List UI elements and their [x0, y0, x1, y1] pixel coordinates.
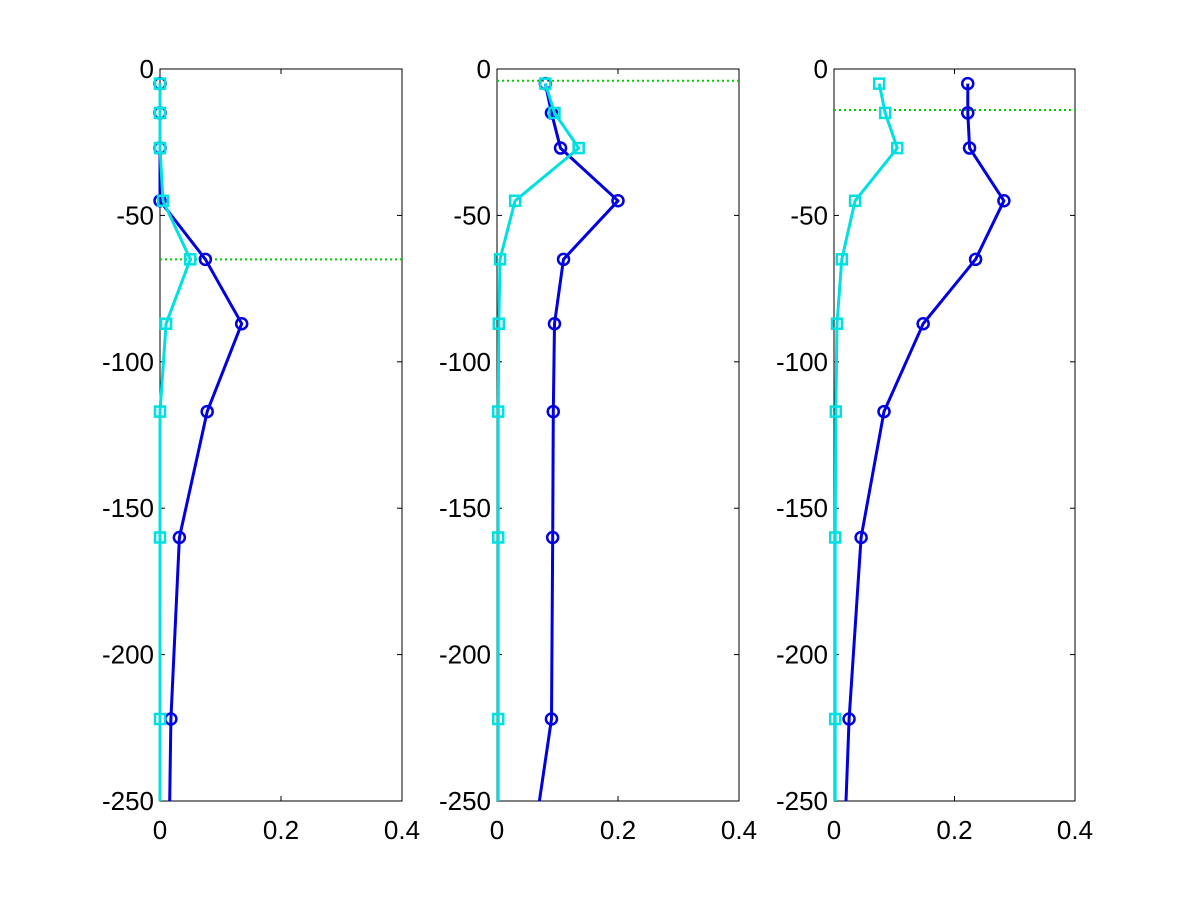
data-point: [545, 530, 560, 545]
y-tick-label: 0: [814, 54, 828, 84]
data-point: [159, 317, 173, 330]
data-point: [842, 712, 856, 726]
y-tick-label: -200: [776, 640, 828, 670]
y-tick-label: -50: [790, 200, 828, 230]
axes-box: [496, 68, 740, 802]
y-tick-label: -250: [776, 786, 828, 816]
data-point: [962, 141, 977, 155]
data-point: [916, 316, 930, 331]
data-point: [508, 194, 522, 208]
data-point: [153, 531, 167, 544]
data-point: [828, 712, 842, 726]
data-point: [546, 404, 561, 419]
data-point: [198, 252, 213, 267]
data-point: [493, 253, 507, 266]
series-line-2: [833, 83, 899, 801]
data-point: [234, 316, 249, 331]
data-point: [854, 530, 868, 545]
x-tick-label: 0: [827, 815, 841, 845]
y-tick-label: -100: [439, 347, 491, 377]
x-tick-label: 0.4: [1057, 815, 1093, 845]
data-point: [872, 77, 886, 90]
data-point: [548, 106, 561, 120]
x-tick-label: 0.4: [721, 815, 757, 845]
x-tick-label: 0.2: [600, 815, 636, 845]
data-point: [830, 317, 844, 330]
y-tick-label: -50: [116, 200, 154, 230]
data-point: [184, 253, 197, 266]
series-line-1: [158, 83, 244, 802]
y-tick-label: 0: [477, 54, 491, 84]
data-point: [492, 317, 506, 330]
data-point: [877, 404, 891, 419]
series-line-2: [158, 83, 192, 801]
data-point: [961, 106, 975, 120]
series-line-2: [496, 83, 581, 801]
data-point: [153, 712, 167, 726]
data-point: [156, 194, 170, 208]
data-point: [491, 531, 505, 544]
axes-box: [159, 68, 403, 802]
data-point: [553, 141, 568, 155]
y-tick-label: -150: [439, 493, 491, 523]
data-point: [968, 252, 983, 267]
data-point: [611, 194, 625, 208]
data-point: [153, 77, 167, 90]
y-tick-label: -50: [453, 200, 491, 230]
data-point: [828, 531, 842, 544]
x-tick-label: 0: [153, 815, 167, 845]
data-point: [556, 252, 571, 267]
y-tick-label: -250: [439, 786, 491, 816]
data-point: [997, 194, 1011, 208]
data-point: [848, 194, 862, 208]
y-tick-label: -200: [439, 640, 491, 670]
data-point: [547, 316, 562, 331]
y-tick-label: -150: [102, 493, 154, 523]
y-tick-label: -200: [102, 640, 154, 670]
series-line-1: [844, 83, 1006, 802]
y-tick-label: 0: [140, 54, 154, 84]
data-point: [572, 141, 585, 155]
data-point: [891, 141, 904, 155]
data-point: [172, 530, 187, 545]
data-point: [200, 404, 214, 419]
x-tick-label: 0.2: [263, 815, 299, 845]
data-point: [544, 712, 559, 726]
data-point: [539, 77, 552, 90]
axes-box: [833, 68, 1076, 802]
y-tick-label: -250: [102, 786, 154, 816]
series-line-1: [537, 83, 620, 802]
y-tick-label: -150: [776, 493, 828, 523]
data-point: [491, 712, 505, 726]
data-point: [491, 405, 505, 418]
data-point: [961, 76, 975, 91]
y-tick-label: -100: [102, 347, 154, 377]
x-tick-label: 0.2: [936, 815, 972, 845]
y-tick-label: -100: [776, 347, 828, 377]
x-tick-label: 0: [490, 815, 504, 845]
data-point: [153, 141, 167, 155]
data-point: [153, 106, 167, 120]
data-point: [153, 405, 167, 418]
x-tick-label: 0.4: [384, 815, 420, 845]
data-point: [829, 405, 843, 418]
data-point: [878, 106, 892, 120]
data-point: [835, 253, 849, 266]
